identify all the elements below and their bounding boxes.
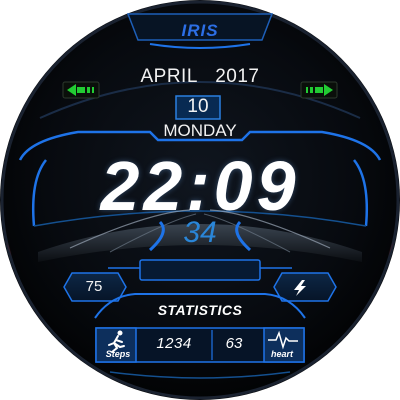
day-box (175, 95, 221, 120)
secondary-value: 34 (183, 216, 217, 249)
left-complication-value: 75 (85, 278, 103, 295)
green-right-arrow-icon[interactable] (300, 81, 338, 99)
steps-label: Steps (105, 349, 131, 359)
statistics-arc (94, 293, 306, 319)
month: APRIL (140, 66, 198, 87)
heart-label: heart (270, 349, 293, 359)
month-year: APRIL 2017 (120, 66, 280, 88)
year: 2017 (215, 66, 260, 87)
brand-logo: IRIS (181, 21, 219, 40)
heartbeat-icon (268, 330, 298, 350)
statistics-title: STATISTICS (157, 302, 243, 318)
center-bar (139, 259, 261, 281)
left-red-glow (2, 225, 28, 280)
time-display: 22:09 (100, 147, 300, 225)
lightning-icon (294, 280, 306, 296)
upper-arc (39, 81, 361, 119)
dashboard-frame (18, 130, 382, 227)
green-left-arrow-icon[interactable] (62, 81, 100, 99)
road-graphic (38, 209, 362, 262)
runner-icon (108, 330, 125, 353)
steps-value: 1234 (156, 335, 192, 352)
day-of-month: 10 (187, 96, 209, 117)
weekday: MONDAY (163, 121, 237, 140)
brand-banner (126, 13, 274, 49)
right-red-glow (372, 225, 398, 280)
left-complication[interactable] (63, 272, 127, 302)
heart-value: 63 (225, 335, 243, 352)
